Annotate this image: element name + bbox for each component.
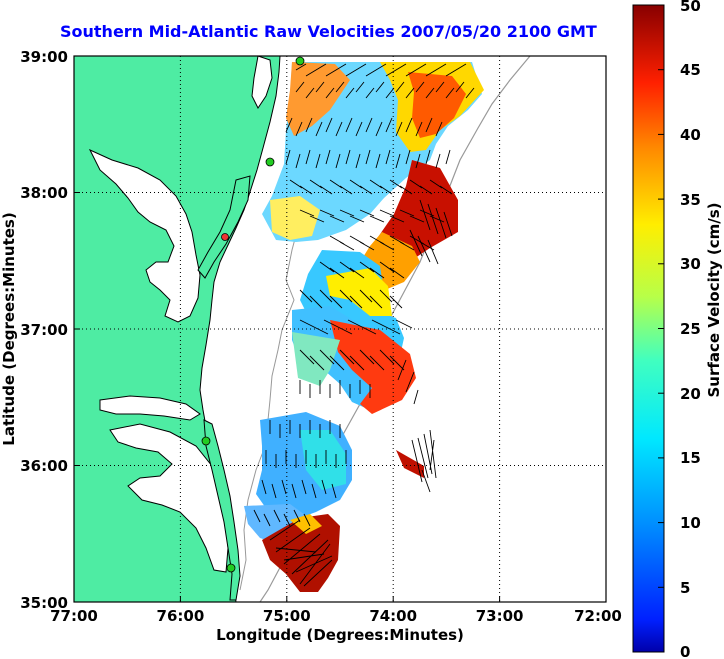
x-tick-label: 75:00 — [263, 607, 311, 625]
y-tick-label: 37:00 — [20, 321, 68, 339]
albemarle-sound — [99, 395, 201, 421]
eastern-shore — [197, 175, 251, 279]
pamlico-sound — [109, 423, 229, 573]
colorbar-tick-label: 0 — [680, 643, 690, 659]
delaware-bay — [251, 56, 273, 109]
colorbar-tick-label: 25 — [680, 320, 701, 338]
y-tick-label: 35:00 — [20, 594, 68, 612]
map-title: Southern Mid-Atlantic Raw Velocities 200… — [60, 22, 597, 41]
colorbar-tick-label: 20 — [680, 385, 701, 403]
y-tick-label: 36:00 — [20, 457, 68, 475]
y-tick-label: 39:00 — [20, 48, 68, 66]
colorbar-tick-label: 50 — [680, 0, 701, 15]
tick-marks — [73, 55, 607, 603]
radar-stations — [201, 56, 305, 573]
x-tick-label: 76:00 — [157, 607, 205, 625]
station-marker-red — [221, 233, 229, 241]
station-marker — [265, 157, 275, 167]
x-tick-label: 72:00 — [574, 607, 622, 625]
colorbar-tick-label: 40 — [680, 126, 701, 144]
y-axis-label: Latitude (Degrees:Minutes) — [0, 212, 18, 445]
station-marker — [295, 56, 305, 66]
x-tick-label: 73:00 — [476, 607, 524, 625]
colorbar-tick-label: 35 — [680, 191, 701, 209]
colorbar-tick-label: 10 — [680, 514, 701, 532]
colorbar-tick-label: 5 — [680, 579, 690, 597]
y-tick-label: 38:00 — [20, 184, 68, 202]
velocity-vectors — [253, 63, 475, 587]
map-grid — [74, 56, 606, 602]
station-marker — [226, 563, 236, 573]
velocity-field — [244, 62, 484, 592]
colorbar-tick-label: 45 — [680, 61, 701, 79]
colorbar-tick-label: 15 — [680, 449, 701, 467]
x-tick-label: 74:00 — [369, 607, 417, 625]
chesapeake-bay — [88, 148, 201, 323]
x-axis-label: Longitude (Degrees:Minutes) — [216, 626, 464, 644]
colorbar-ticks — [658, 4, 664, 588]
colorbar-tick-label: 30 — [680, 255, 701, 273]
station-marker — [201, 436, 211, 446]
x-tick-label: 77:00 — [50, 607, 98, 625]
colorbar-label: Surface Velocity (cm/s) — [705, 202, 723, 397]
outer-banks — [203, 419, 241, 601]
